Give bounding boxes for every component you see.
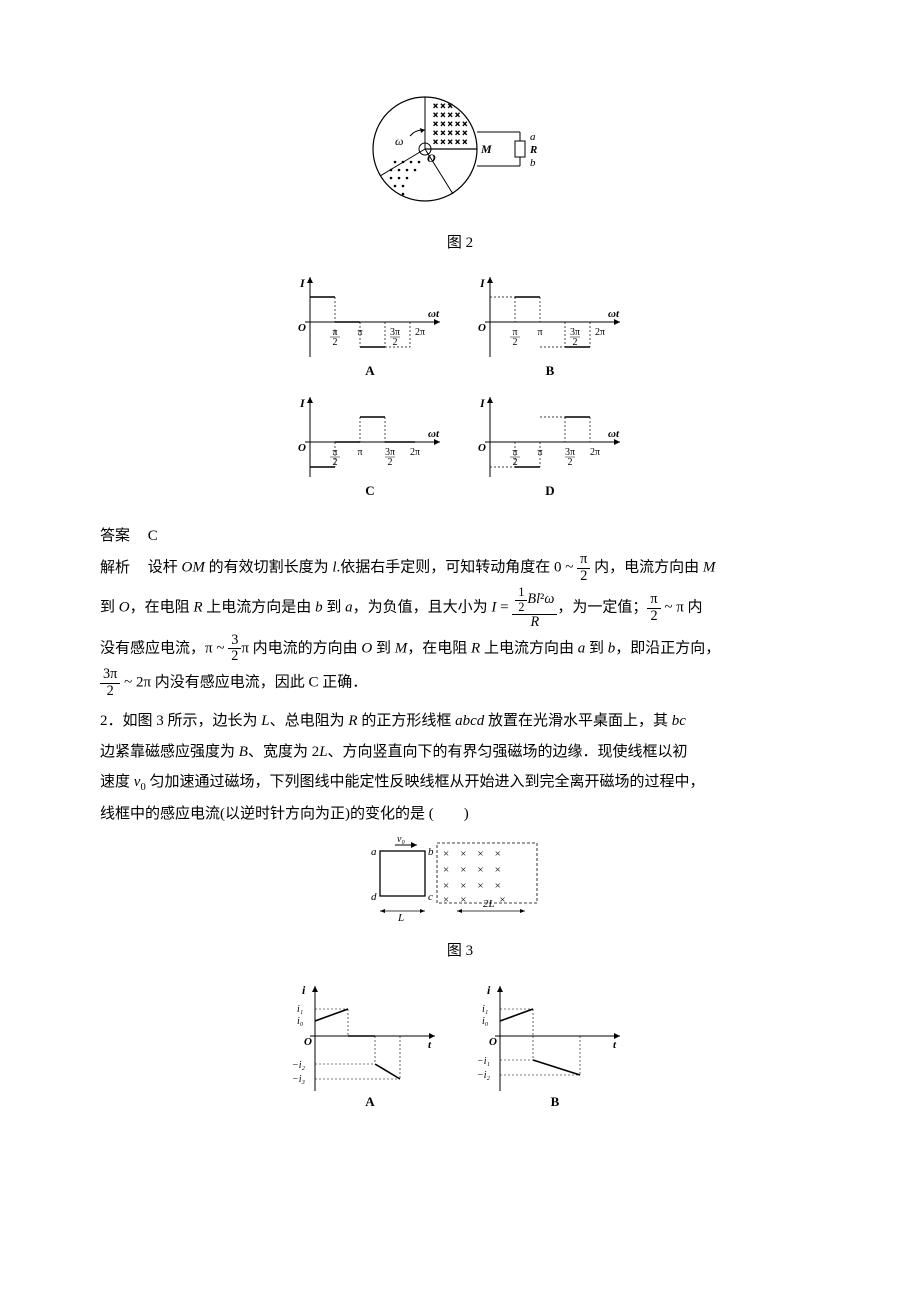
answer-label: 答案 [100, 528, 130, 544]
svg-text:O: O [298, 442, 306, 454]
options-q2-svg: i O t i₁ i₀ −i₂ −i₃ A [270, 976, 650, 1116]
svg-text:O: O [478, 442, 486, 454]
svg-text:B: B [551, 1094, 560, 1109]
options-q1: I O π 2 π 3π 2 2π ωt [100, 267, 820, 518]
svg-text:π: π [537, 327, 542, 338]
svg-text:−i₁: −i₁ [477, 1056, 490, 1067]
svg-text:× × ×: × × × [443, 894, 506, 906]
svg-text:× × × ×: × × × × [443, 864, 501, 876]
svg-text:2: 2 [513, 337, 518, 348]
fig2-M: M [480, 142, 492, 156]
svg-text:ωt: ωt [608, 428, 620, 440]
explain-line3: 没有感应电流，π ~ 32π 内电流的方向由 O 到 M，在电阻 R 上电流方向… [100, 633, 820, 665]
svg-text:ωt: ωt [428, 428, 440, 440]
svg-text:O: O [478, 322, 486, 334]
fig2-R: R [529, 144, 537, 156]
svg-text:−i₂: −i₂ [292, 1060, 306, 1071]
explain-line4: 3π2 ~ 2π 内没有感应电流，因此 C 正确． [100, 667, 820, 699]
svg-text:2: 2 [388, 457, 393, 468]
q2-line3: 速度 v0 匀加速通过磁场，下列图线中能定性反映线框从开始进入到完全离开磁场的过… [100, 768, 820, 798]
svg-text:C: C [365, 483, 374, 498]
q2-line2: 边紧靠磁感应强度为 B、宽度为 2L、方向竖直向下的有界匀强磁场的边缘．现使线框… [100, 738, 820, 767]
svg-text:I: I [479, 276, 486, 290]
svg-text:t: t [613, 1039, 617, 1051]
fig2-O: O [427, 151, 436, 165]
svg-text:2π: 2π [590, 447, 600, 458]
svg-text:a: a [371, 846, 377, 858]
svg-text:2: 2 [568, 457, 573, 468]
svg-text:i: i [487, 983, 491, 997]
fig2-a: a [530, 131, 536, 143]
svg-text:−i₃: −i₃ [292, 1074, 306, 1085]
svg-text:B: B [546, 363, 555, 378]
svg-text:× × × ×: × × × × [443, 848, 501, 860]
svg-text:D: D [545, 483, 554, 498]
fig3-svg: a b c d v₀ × × × × × × × × × × × × × × ×… [355, 833, 565, 923]
svg-text:O: O [489, 1036, 497, 1048]
svg-text:I: I [299, 276, 306, 290]
svg-text:i₀: i₀ [297, 1016, 304, 1027]
svg-text:2: 2 [393, 337, 398, 348]
svg-text:× × × ×: × × × × [443, 880, 501, 892]
figure-2: ω × × × × × × × × × × × × × × × × × × × … [100, 84, 820, 225]
svg-text:2π: 2π [415, 327, 425, 338]
svg-text:c: c [428, 891, 433, 903]
fig2-caption: 图 2 [100, 229, 820, 258]
svg-text:A: A [365, 363, 375, 378]
svg-text:I: I [479, 396, 486, 410]
explain-line2: 到 O，在电阻 R 上电流方向是由 b 到 a，为负值，且大小为 I = 12B… [100, 586, 820, 630]
svg-text:d: d [371, 891, 377, 903]
svg-text:2π: 2π [410, 447, 420, 458]
fig2-b: b [530, 157, 536, 169]
svg-text:2π: 2π [595, 327, 605, 338]
svg-text:π: π [537, 447, 542, 458]
fig2-svg: ω × × × × × × × × × × × × × × × × × × × … [355, 84, 565, 214]
svg-text:ωt: ωt [608, 308, 620, 320]
explain-label: 解析 [100, 560, 130, 576]
svg-text:π: π [357, 327, 362, 338]
svg-text:i₀: i₀ [482, 1016, 489, 1027]
svg-text:i: i [302, 983, 306, 997]
svg-text:O: O [304, 1036, 312, 1048]
svg-text:ωt: ωt [428, 308, 440, 320]
svg-text:−i₂: −i₂ [477, 1070, 491, 1081]
svg-text:2: 2 [333, 337, 338, 348]
explain-line1: 解析 设杆 OM 的有效切割长度为 l.依据右手定则，可知转动角度在 0 ~ π… [100, 552, 820, 584]
figure-3: a b c d v₀ × × × × × × × × × × × × × × ×… [100, 833, 820, 934]
svg-text:b: b [428, 846, 434, 858]
answer-line: 答案 C [100, 522, 820, 551]
svg-text:t: t [428, 1039, 432, 1051]
answer-value: C [148, 528, 158, 544]
options-q1-svg: I O π 2 π 3π 2 2π ωt [280, 267, 640, 507]
q2-line4: 线框中的感应电流(以逆时针方向为正)的变化的是 ( ) [100, 800, 820, 829]
svg-text:I: I [299, 396, 306, 410]
q2-line1: 2．如图 3 所示，边长为 L、总电阻为 R 的正方形线框 abcd 放置在光滑… [100, 707, 820, 736]
svg-text:v₀: v₀ [397, 834, 405, 845]
svg-text:i₁: i₁ [482, 1004, 488, 1015]
svg-text:π: π [357, 447, 362, 458]
svg-text:L: L [397, 912, 404, 923]
svg-text:2L: 2L [483, 898, 495, 910]
svg-text:A: A [365, 1094, 375, 1109]
svg-text:O: O [298, 322, 306, 334]
fig2-omega: ω [395, 134, 403, 148]
svg-text:× × × × ×: × × × × × [433, 137, 467, 147]
fig3-caption: 图 3 [100, 937, 820, 966]
svg-text:i₁: i₁ [297, 1004, 303, 1015]
options-q2: i O t i₁ i₀ −i₂ −i₃ A [100, 976, 820, 1127]
